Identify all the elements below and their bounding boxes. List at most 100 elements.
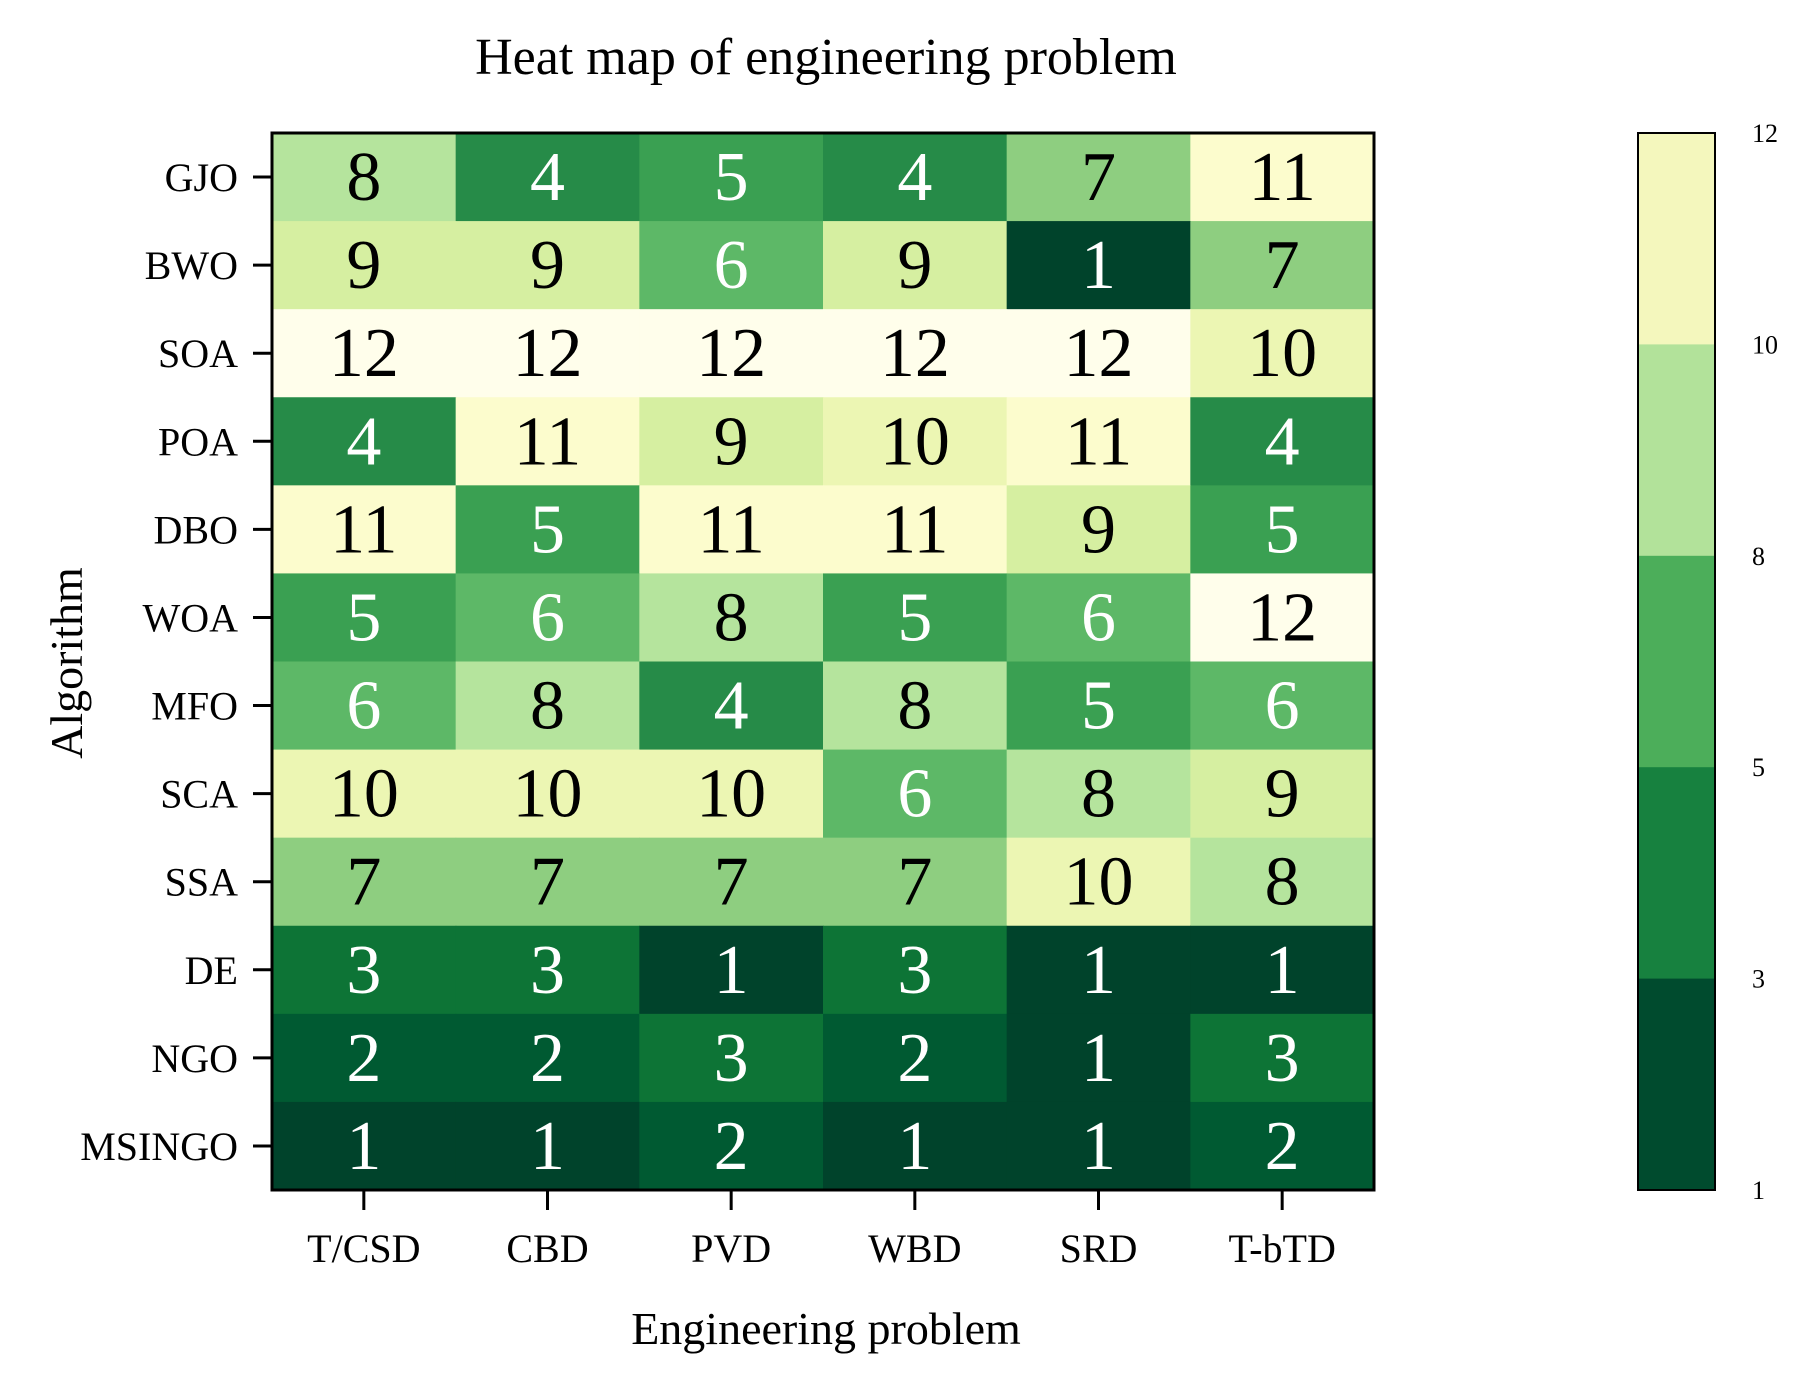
cell-value-label: 1 — [1265, 932, 1300, 1009]
cell-value-label: 4 — [897, 139, 932, 216]
x-axis: T/CSD CBD PVD WBD SRD T-bTD — [307, 1190, 1336, 1271]
heatmap-cell-MSINGO-CBD — [455, 1101, 640, 1191]
heatmap-cell-WOA-CBD — [455, 573, 640, 663]
heatmap-cell-BWO-T/CSD — [272, 221, 457, 310]
heatmap-cell-MSINGO-T/CSD — [272, 1101, 457, 1191]
cell-value-label: 7 — [897, 844, 932, 921]
heatmap-cells — [272, 133, 1375, 1191]
x-tick-label: PVD — [691, 1226, 771, 1271]
heatmap-cell-SSA-T-bTD — [1190, 837, 1375, 927]
heatmap-cell-SOA-T-bTD — [1190, 309, 1375, 398]
heatmap-cell-MSINGO-T-bTD — [1190, 1101, 1375, 1191]
heatmap-cell-SCA-PVD — [639, 749, 824, 839]
heatmap-cell-MSINGO-PVD — [639, 1101, 824, 1191]
cell-value-label: 11 — [1065, 403, 1132, 480]
heatmap-cell-BWO-T-bTD — [1190, 221, 1375, 310]
y-tick-label: POA — [158, 419, 238, 464]
cell-value-label: 2 — [346, 1020, 381, 1097]
cell-value-label: 2 — [714, 1108, 749, 1185]
cell-value-label: 6 — [897, 756, 932, 833]
heatmap-cell-BWO-CBD — [455, 221, 640, 310]
cell-value-label: 8 — [714, 579, 749, 656]
cell-value-label: 7 — [346, 844, 381, 921]
cell-value-label: 3 — [1265, 1020, 1300, 1097]
cell-value-label: 3 — [897, 932, 932, 1009]
heatmap-cell-GJO-T/CSD — [272, 133, 457, 222]
cell-value-label: 7 — [1081, 139, 1116, 216]
x-tick-label: T-bTD — [1228, 1226, 1335, 1271]
heatmap-cell-SOA-PVD — [639, 309, 824, 398]
heatmap-cell-MFO-WBD — [823, 661, 1008, 751]
y-tick-label: SCA — [160, 772, 238, 817]
heatmap-cell-MFO-T/CSD — [272, 661, 457, 751]
cell-value-label: 6 — [714, 227, 749, 304]
heatmap-cell-NGO-T-bTD — [1190, 1013, 1375, 1103]
heatmap-cell-GJO-T-bTD — [1190, 133, 1375, 222]
heatmap-cell-DBO-T/CSD — [272, 485, 457, 575]
cell-value-label: 8 — [897, 668, 932, 745]
cell-value-label: 5 — [897, 579, 932, 656]
cell-value-label: 4 — [346, 403, 381, 480]
heatmap-cell-MFO-CBD — [455, 661, 640, 751]
heatmap-cell-SSA-WBD — [823, 837, 1008, 927]
cell-value-label: 10 — [329, 756, 399, 833]
heatmap-cell-POA-T-bTD — [1190, 397, 1375, 486]
cell-value-label: 2 — [530, 1020, 565, 1097]
cell-value-label: 9 — [1265, 756, 1300, 833]
colorbar-band — [1638, 978, 1715, 1191]
cell-value-label: 8 — [346, 139, 381, 216]
heatmap-cell-SSA-CBD — [455, 837, 640, 927]
heatmap-cell-GJO-PVD — [639, 133, 824, 222]
y-axis-label: Algorithm — [41, 567, 92, 759]
heatmap-cell-BWO-WBD — [823, 221, 1008, 310]
heatmap-cell-NGO-T/CSD — [272, 1013, 457, 1103]
heatmap-cell-GJO-CBD — [455, 133, 640, 222]
x-axis-label: Engineering problem — [631, 1303, 1021, 1354]
x-tick-label: SRD — [1060, 1226, 1138, 1271]
heatmap-cell-SOA-WBD — [823, 309, 1008, 398]
cell-value-label: 1 — [897, 1108, 932, 1185]
cell-value-label: 2 — [897, 1020, 932, 1097]
colorbar-frame — [1637, 132, 1716, 1191]
cell-value-label: 2 — [1265, 1108, 1300, 1185]
heatmap-cell-BWO-PVD — [639, 221, 824, 310]
cell-value-label: 11 — [881, 491, 948, 568]
cell-value-label: 10 — [696, 756, 766, 833]
cell-value-label: 1 — [530, 1108, 565, 1185]
colorbar-tick-label: 5 — [1752, 753, 1765, 782]
y-axis: GJO BWO SOA POA DBO WOA MFO SCA SSA DE NGO MSINGO — [80, 155, 272, 1169]
heatmap-cell-SCA-T-bTD — [1190, 749, 1375, 839]
heatmap-cell-WOA-T/CSD — [272, 573, 457, 663]
heatmap-cell-WOA-T-bTD — [1190, 573, 1375, 663]
cell-value-label: 12 — [1064, 315, 1134, 392]
cell-value-label: 10 — [513, 756, 583, 833]
heatmap-cell-DE-T-bTD — [1190, 925, 1375, 1015]
heatmap-cell-DBO-T-bTD — [1190, 485, 1375, 575]
heatmap-cell-BWO-SRD — [1006, 221, 1191, 310]
heatmap-cell-labels: 8 4 5 4 7 119 9 6 9 1 712 12 12 12 12 104 11 9 10 11 411 5 11 1… — [329, 139, 1317, 1185]
heatmap-cell-SSA-PVD — [639, 837, 824, 927]
cell-value-label: 3 — [530, 932, 565, 1009]
heatmap-cell-MFO-T-bTD — [1190, 661, 1375, 751]
heatmap-cell-SCA-WBD — [823, 749, 1008, 839]
heatmap-cell-DE-SRD — [1006, 925, 1191, 1015]
heatmap-cell-NGO-PVD — [639, 1013, 824, 1103]
heatmap-cell-NGO-CBD — [455, 1013, 640, 1103]
heatmap-cell-SCA-T/CSD — [272, 749, 457, 839]
heatmap-cell-SCA-CBD — [455, 749, 640, 839]
cell-value-label: 8 — [1265, 844, 1300, 921]
y-tick-label: SOA — [158, 331, 238, 376]
cell-value-label: 11 — [514, 403, 581, 480]
heatmap-cell-SOA-CBD — [455, 309, 640, 398]
y-tick-label: DBO — [154, 507, 238, 552]
x-tick-label: WBD — [868, 1226, 961, 1271]
heatmap-cell-POA-CBD — [455, 397, 640, 486]
heatmap-cell-SOA-T/CSD — [272, 309, 457, 398]
heatmap-cell-POA-WBD — [823, 397, 1008, 486]
colorbar-band — [1638, 133, 1715, 345]
cell-value-label: 5 — [530, 491, 565, 568]
cell-value-label: 11 — [1248, 139, 1315, 216]
y-tick-label: MFO — [151, 684, 238, 729]
cell-value-label: 7 — [530, 844, 565, 921]
cell-value-label: 1 — [1081, 932, 1116, 1009]
